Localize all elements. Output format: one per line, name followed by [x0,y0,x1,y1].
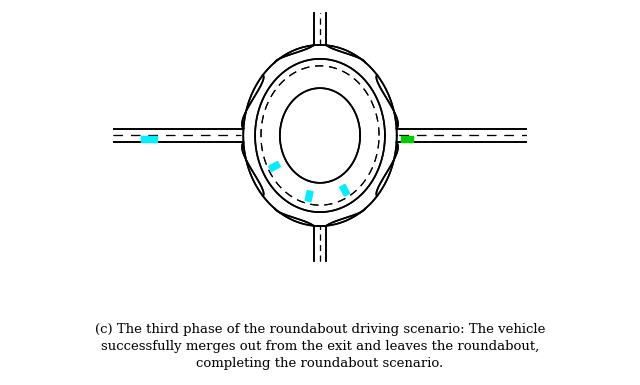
Polygon shape [340,184,349,196]
Polygon shape [310,223,330,261]
Polygon shape [269,161,280,172]
Polygon shape [113,126,246,145]
Polygon shape [243,45,397,226]
Polygon shape [141,136,157,142]
Polygon shape [401,136,413,142]
Text: (c) The third phase of the roundabout driving scenario: The vehicle
successfully: (c) The third phase of the roundabout dr… [95,323,545,370]
Polygon shape [280,88,360,183]
Polygon shape [394,126,527,145]
Polygon shape [310,13,330,48]
Polygon shape [305,191,313,202]
